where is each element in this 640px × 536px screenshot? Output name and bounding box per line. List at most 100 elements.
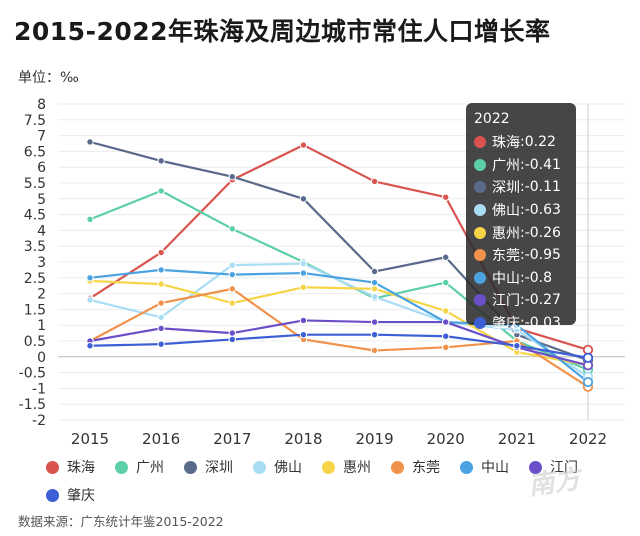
tooltip-dot <box>474 181 486 194</box>
legend-label: 惠州 <box>343 460 371 476</box>
y-tick-label: 2 <box>37 287 46 303</box>
data-point <box>228 335 236 344</box>
legend-item[interactable]: 中山 <box>460 453 529 481</box>
tooltip-series-name: 东莞 <box>492 248 520 265</box>
tooltip-value: -0.26 <box>524 224 561 241</box>
data-point <box>157 157 165 165</box>
tooltip-series-name: 中山 <box>492 270 520 287</box>
legend-item[interactable]: 江门 <box>529 453 593 481</box>
tooltip-value: 0.22 <box>524 134 556 151</box>
legend-dot <box>115 460 128 474</box>
y-tick-label: 7.5 <box>24 113 46 129</box>
tooltip-dot <box>474 294 486 307</box>
y-tick-label: -0.5 <box>19 366 46 382</box>
legend-dot <box>529 460 542 474</box>
data-point <box>86 342 94 350</box>
data-tooltip: 2022 珠海: 0.22 广州: -0.41 深圳: -0.11 佛山: -0.63… <box>466 103 576 332</box>
tooltip-row: 中山: -0.8 <box>474 267 576 290</box>
legend-item[interactable]: 佛山 <box>253 453 322 481</box>
unit-label: 单位：‰ <box>18 70 79 86</box>
chart-legend: 珠海 广州 深圳 佛山 惠州 东莞 中山 江门肇庆 <box>46 453 606 509</box>
data-point <box>582 376 594 388</box>
tooltip-separator: : <box>520 292 525 309</box>
y-tick-label: -2 <box>32 413 46 429</box>
data-point <box>157 340 165 348</box>
data-point <box>513 342 521 350</box>
y-tick-label: 7 <box>37 129 46 145</box>
data-point <box>157 324 165 333</box>
tooltip-dot <box>474 226 486 239</box>
legend-item[interactable]: 东莞 <box>391 453 460 481</box>
tooltip-row: 深圳: -0.11 <box>474 176 576 199</box>
legend-label: 江门 <box>550 460 578 476</box>
tooltip-separator: : <box>520 247 525 264</box>
tooltip-value: -0.8 <box>524 269 553 286</box>
tooltip-value: -0.41 <box>524 156 561 173</box>
data-point <box>299 283 308 291</box>
series-line <box>89 333 589 359</box>
legend-label: 中山 <box>481 460 509 476</box>
tooltip-series-name: 江门 <box>492 293 520 310</box>
data-point <box>86 274 94 282</box>
x-tick-label: 2019 <box>355 430 393 448</box>
data-point <box>228 299 236 307</box>
tooltip-dot <box>474 136 486 149</box>
legend-label: 东莞 <box>412 460 440 476</box>
data-point <box>442 332 450 340</box>
data-point <box>370 267 379 276</box>
data-point <box>228 285 236 293</box>
tooltip-value: -0.95 <box>524 247 561 264</box>
y-tick-label: -1 <box>32 381 46 397</box>
tooltip-separator: : <box>520 315 525 332</box>
legend-dot <box>184 460 197 474</box>
legend-dot <box>46 460 59 474</box>
x-tick-label: 2016 <box>142 430 180 448</box>
legend-item[interactable]: 广州 <box>115 453 184 481</box>
data-point <box>442 278 450 287</box>
y-tick-label: 6.5 <box>24 144 46 160</box>
x-tick-label: 2018 <box>284 430 322 448</box>
legend-label: 肇庆 <box>67 488 95 504</box>
legend-dot <box>46 488 59 502</box>
data-point <box>228 225 236 233</box>
y-tick-label: 8 <box>37 97 46 113</box>
tooltip-separator: : <box>520 179 525 196</box>
data-source: 数据来源：广东统计年鉴2015-2022 <box>18 514 224 529</box>
data-point <box>299 195 308 203</box>
legend-item[interactable]: 深圳 <box>184 453 253 481</box>
data-point <box>299 269 308 277</box>
tooltip-row: 广州: -0.41 <box>474 154 576 177</box>
data-point <box>442 318 450 326</box>
tooltip-title: 2022 <box>474 111 510 127</box>
tooltip-series-name: 珠海 <box>492 135 520 152</box>
legend-item[interactable]: 珠海 <box>46 453 115 481</box>
series-line <box>89 262 589 378</box>
tooltip-value: -0.03 <box>524 315 561 332</box>
tooltip-rows: 珠海: 0.22 广州: -0.41 深圳: -0.11 佛山: -0.63 惠州: -… <box>474 131 576 334</box>
tooltip-dot <box>474 317 486 330</box>
y-tick-label: 0.5 <box>24 334 46 350</box>
y-tick-label: 5.5 <box>24 176 46 192</box>
tooltip-separator: : <box>520 224 525 241</box>
tooltip-series-name: 惠州 <box>492 225 520 242</box>
legend-item[interactable]: 肇庆 <box>46 481 115 509</box>
legend-label: 深圳 <box>205 460 233 476</box>
data-point <box>157 280 165 288</box>
tooltip-row: 珠海: 0.22 <box>474 131 576 154</box>
tooltip-separator: : <box>520 156 525 173</box>
legend-dot <box>460 460 473 474</box>
watermark-logo: 南方 <box>526 464 583 502</box>
data-point <box>86 138 94 146</box>
legend-label: 广州 <box>136 460 164 476</box>
legend-dot <box>253 460 266 474</box>
y-tick-label: 4.5 <box>24 208 46 224</box>
tooltip-value: -0.27 <box>524 292 561 309</box>
tooltip-series-name: 深圳 <box>492 180 520 197</box>
tooltip-series-name: 广州 <box>492 157 520 174</box>
tooltip-dot <box>474 158 486 171</box>
y-tick-label: 3 <box>37 255 46 271</box>
legend-item[interactable]: 惠州 <box>322 453 391 481</box>
tooltip-dot <box>474 271 486 284</box>
data-point <box>299 141 308 149</box>
data-point <box>370 285 379 293</box>
